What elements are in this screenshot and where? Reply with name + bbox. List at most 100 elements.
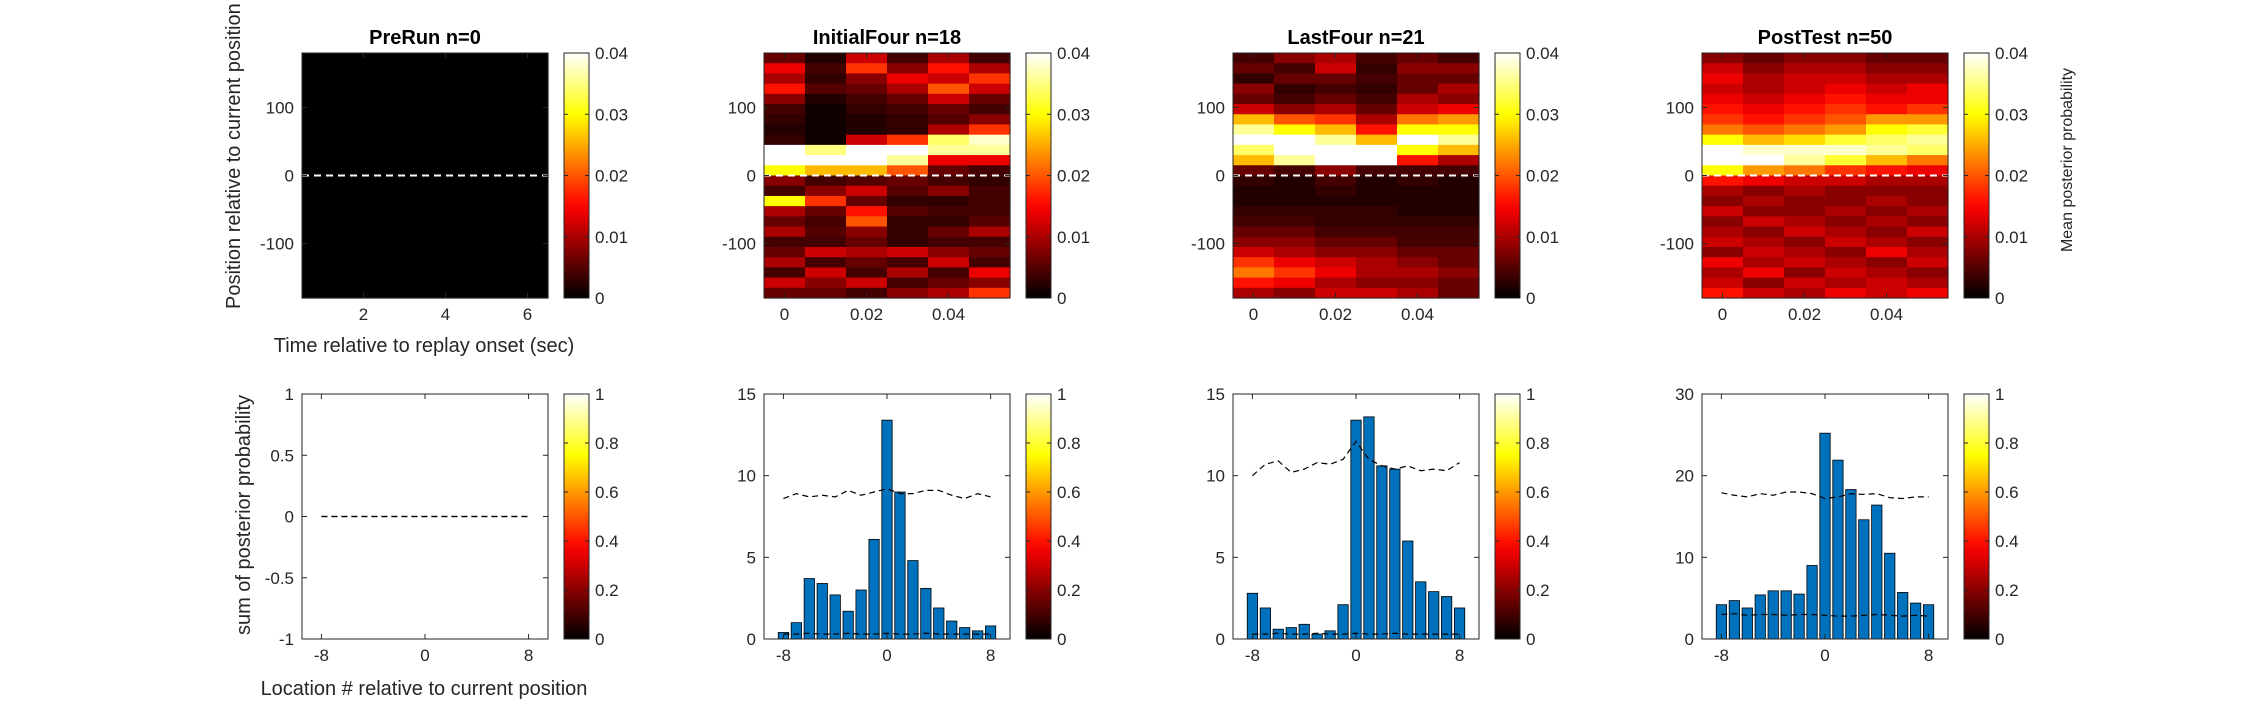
heatmap-cell xyxy=(1356,104,1398,115)
heatmap-cell xyxy=(805,114,847,126)
heatmap-cell xyxy=(846,165,888,177)
heatmap-cell xyxy=(764,134,806,146)
heatmap-cell xyxy=(1274,124,1316,136)
bar xyxy=(1350,419,1362,640)
heatmap-cell xyxy=(1825,206,1867,217)
heatmap-cell xyxy=(764,83,806,95)
heatmap-cell xyxy=(1233,216,1275,228)
heatmap-cell xyxy=(887,277,929,289)
colorbar-tick-label: 0.6 xyxy=(1057,483,1081,502)
heatmap-cell xyxy=(1397,53,1439,64)
heatmap-cell xyxy=(507,226,549,238)
heatmap-cell xyxy=(887,144,929,156)
heatmap-cell xyxy=(805,185,847,197)
x-tick-label: 0.04 xyxy=(1401,305,1434,324)
heatmap-cell xyxy=(1743,53,1785,64)
heatmap-cell xyxy=(1866,124,1908,136)
heatmap-cell xyxy=(302,165,344,177)
heatmap-cell xyxy=(1907,134,1949,146)
bar xyxy=(1363,416,1375,640)
heatmap-cell xyxy=(1702,104,1744,115)
heatmap-cell xyxy=(1907,226,1949,238)
y-tick-label: 0 xyxy=(747,167,756,186)
heatmap-cell xyxy=(1397,246,1439,258)
heatmap-cell xyxy=(1315,236,1357,248)
heatmap-cell xyxy=(425,73,467,85)
heatmap-cell xyxy=(928,63,970,75)
heatmap-cell xyxy=(1438,185,1480,197)
x-tick-label: 6 xyxy=(523,305,532,324)
bar xyxy=(1793,593,1805,640)
bar xyxy=(1923,604,1935,640)
heatmap-cell xyxy=(1866,267,1908,279)
colorbar-tick-label: 0.03 xyxy=(1057,105,1090,124)
heatmap-cell xyxy=(1784,267,1826,279)
colorbar-tick-label: 0.01 xyxy=(1995,228,2028,247)
heatmap-cell xyxy=(1784,246,1826,258)
colorbar-tick-label: 0.2 xyxy=(1057,581,1081,600)
heatmap-cell xyxy=(1397,63,1439,75)
heatmap-cell xyxy=(1907,114,1949,126)
heatmap-cell xyxy=(969,144,1011,156)
heatmap-cell xyxy=(887,165,929,177)
bar xyxy=(816,583,828,640)
heatmap-cell xyxy=(1866,216,1908,228)
heatmap-cell xyxy=(1825,83,1867,95)
heatmap-cell xyxy=(928,236,970,248)
heatmap-cell xyxy=(1315,114,1357,126)
xlabel-bottom: Location # relative to current position xyxy=(261,678,588,700)
heatmap-cell xyxy=(1397,175,1439,187)
heatmap-cell xyxy=(302,175,344,187)
heatmap-cell xyxy=(1233,144,1275,156)
heatmap-cell xyxy=(507,165,549,177)
heatmap-cell xyxy=(969,134,1011,146)
heatmap-cell xyxy=(1397,277,1439,289)
heatmap-cell xyxy=(466,114,508,126)
bar xyxy=(1754,594,1766,640)
heatmap-cell xyxy=(302,124,344,136)
heatmap-cell xyxy=(1233,195,1275,207)
colorbar-tick-label: 0.2 xyxy=(1995,581,2019,600)
bar xyxy=(907,560,919,640)
heatmap-cell xyxy=(384,63,426,75)
heatmap-cell xyxy=(887,73,929,85)
heatmap-cell xyxy=(1397,155,1439,166)
heatmap-cell xyxy=(928,246,970,258)
x-tick-label: 8 xyxy=(524,646,533,665)
x-tick-label: 0.02 xyxy=(1788,305,1821,324)
x-tick-label: 0.04 xyxy=(932,305,965,324)
heatmap-cell xyxy=(1784,236,1826,248)
heatmap-cell xyxy=(1356,134,1398,146)
heatmap-cell xyxy=(302,206,344,217)
heatmap-cell xyxy=(1907,277,1949,289)
y-tick-label: 15 xyxy=(1206,385,1225,404)
heatmap-cell xyxy=(1356,216,1398,228)
heatmap-cell xyxy=(764,195,806,207)
heatmap-cell xyxy=(507,236,549,248)
heatmap-cell xyxy=(846,195,888,207)
heatmap-cell xyxy=(1784,144,1826,156)
heatmap-cell xyxy=(302,114,344,126)
heatmap-cell xyxy=(764,104,806,115)
bar xyxy=(881,419,893,640)
heatmap-cell xyxy=(1438,83,1480,95)
y-tick-label: 0.5 xyxy=(270,446,294,465)
colorbar-tick-label: 0.8 xyxy=(1057,434,1081,453)
y-tick-label: 100 xyxy=(728,98,756,117)
heatmap-cell xyxy=(1274,165,1316,177)
heatmap-cell xyxy=(343,114,385,126)
heatmap-cell xyxy=(1825,93,1867,105)
heatmap-cell xyxy=(1315,134,1357,146)
heatmap-cell xyxy=(343,104,385,115)
bar xyxy=(842,610,854,640)
heatmap-cell xyxy=(1274,236,1316,248)
heatmap-cell xyxy=(764,226,806,238)
heatmap-cell xyxy=(1315,226,1357,238)
heatmap-cell xyxy=(1866,73,1908,85)
heatmap-cell xyxy=(1274,104,1316,115)
heatmap-cell xyxy=(846,144,888,156)
heatmap-cell xyxy=(1233,175,1275,187)
heatmap-cell xyxy=(1438,257,1480,268)
heatmap-cell xyxy=(1907,216,1949,228)
heatmap-cell xyxy=(1356,257,1398,268)
